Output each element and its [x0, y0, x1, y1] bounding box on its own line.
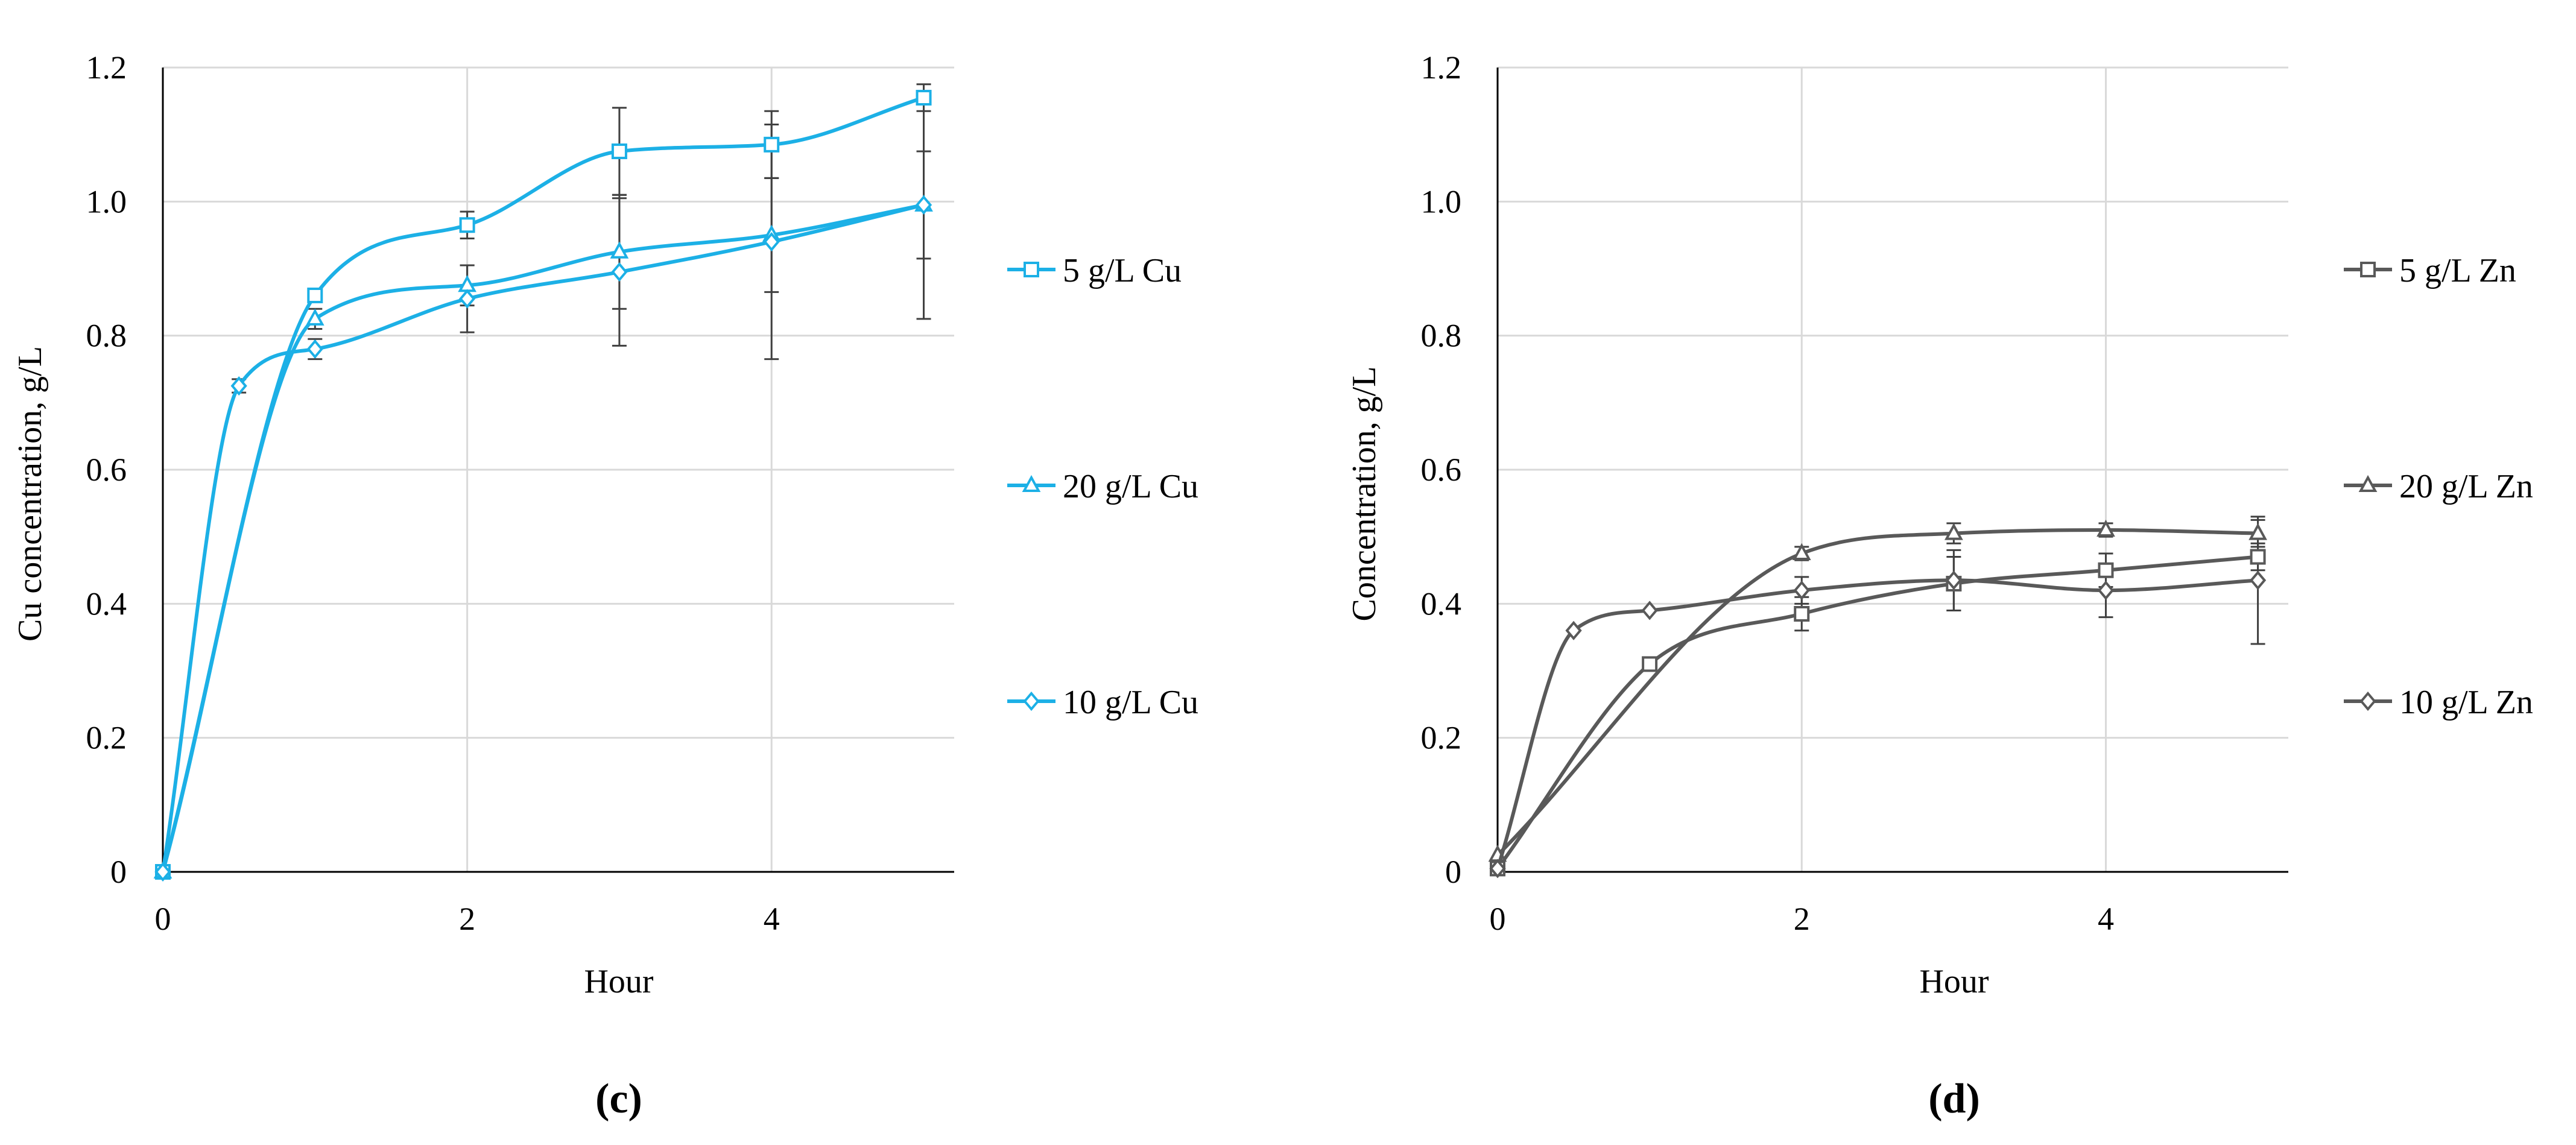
data-point-square — [307, 287, 323, 303]
x-tick-label: 4 — [764, 901, 780, 937]
y-tick-label: 0.4 — [86, 585, 127, 622]
legend-marker-diamond — [1023, 691, 1040, 711]
y-tick-label: 0.6 — [86, 452, 127, 488]
x-tick-label: 2 — [1794, 901, 1810, 937]
data-point-square — [2098, 562, 2114, 578]
data-point-diamond — [611, 262, 628, 282]
data-point-diamond — [1489, 859, 1506, 878]
series-line-diamond — [161, 203, 925, 872]
legend-label: 20 g/L Zn — [2399, 468, 2533, 505]
data-point-square — [611, 143, 627, 159]
data-point-diamond — [1793, 581, 1810, 601]
data-point-triangle — [1792, 543, 1811, 560]
legend-marker-square — [1024, 262, 1039, 277]
y-axis-title: Cu concentration, g/L — [11, 346, 49, 642]
data-point-square — [1642, 656, 1658, 672]
data-point-diamond — [458, 289, 476, 309]
data-point-triangle — [305, 308, 324, 326]
data-point-diamond — [154, 862, 171, 882]
x-tick-label: 0 — [155, 901, 171, 937]
y-axis-title: Concentration, g/L — [1346, 366, 1383, 621]
legend-label: 5 g/L Zn — [2399, 252, 2516, 289]
x-axis-title: Hour — [1919, 963, 1989, 1000]
y-tick-label: 0.8 — [86, 318, 127, 354]
y-tick-label: 1.0 — [86, 183, 127, 219]
y-tick-label: 1.2 — [86, 49, 127, 86]
series-line-square — [161, 96, 925, 872]
y-tick-label: 0 — [110, 854, 127, 890]
chart-panel-c: 0 0.2 0.4 0.6 0.8 1.0 1.2 0 2 4 Hour Cu concentrati… — [11, 49, 1198, 1122]
legend-label: 5 g/L Cu — [1063, 252, 1182, 289]
x-tick-label: 0 — [1490, 901, 1506, 937]
series-line-triangle — [1496, 528, 2258, 857]
y-tick-label: 1.0 — [1421, 183, 1462, 219]
y-tick-label: 0.2 — [1421, 720, 1462, 756]
chart-panel-d: 0 0.2 0.4 0.6 0.8 1.0 1.2 0 2 4 Hour Concentration,… — [1346, 49, 2533, 1122]
data-point-triangle — [2248, 523, 2267, 540]
data-point-diamond — [1641, 601, 1658, 620]
data-point-diamond — [2097, 581, 2115, 601]
data-point-diamond — [306, 339, 323, 359]
legend-marker-triangle — [1022, 475, 1041, 492]
data-point-triangle — [2097, 519, 2115, 537]
data-point-diamond — [915, 195, 932, 215]
x-axis-title: Hour — [584, 963, 653, 1000]
series-line-square — [1496, 555, 2258, 870]
y-tick-label: 0.4 — [1421, 585, 1462, 622]
data-point-diamond — [1945, 570, 1962, 590]
legend-label: 10 g/L Zn — [2399, 684, 2533, 721]
legend-label: 10 g/L Cu — [1063, 684, 1198, 721]
series-line-triangle — [161, 203, 925, 872]
y-tick-label: 0.6 — [1421, 452, 1462, 488]
data-point-diamond — [230, 376, 247, 396]
data-point-triangle — [1944, 523, 1963, 540]
y-tick-label: 0 — [1445, 854, 1461, 890]
data-point-square — [916, 90, 932, 106]
legend-marker-triangle — [2358, 475, 2378, 492]
x-tick-label: 4 — [2098, 901, 2114, 937]
data-point-triangle — [610, 241, 629, 259]
data-point-square — [764, 136, 780, 153]
data-point-square — [2250, 549, 2266, 565]
data-point-diamond — [763, 232, 780, 252]
data-point-square — [459, 217, 475, 233]
y-tick-label: 0.2 — [86, 720, 127, 756]
data-point-diamond — [2249, 570, 2267, 590]
legend-marker-square — [2360, 262, 2376, 277]
panel-label: (c) — [595, 1076, 642, 1122]
data-point-square — [1794, 606, 1810, 622]
data-point-diamond — [1565, 620, 1582, 640]
y-tick-label: 0.8 — [1421, 318, 1462, 354]
legend-label: 20 g/L Cu — [1063, 468, 1198, 505]
legend-marker-diamond — [2359, 691, 2376, 711]
y-tick-label: 1.2 — [1421, 49, 1462, 86]
x-tick-label: 2 — [459, 901, 475, 937]
panel-label: (d) — [1928, 1076, 1980, 1122]
